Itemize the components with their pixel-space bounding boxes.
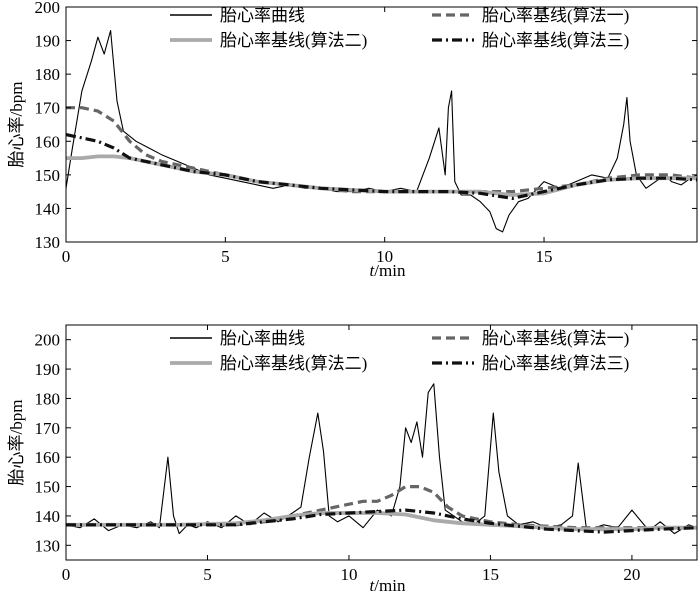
y-tick-label: 140 (35, 199, 61, 218)
plot-frame (65, 6, 698, 243)
x-axis-label: t/min (370, 261, 406, 280)
series-line-fhr (65, 383, 698, 535)
plot-frame (65, 324, 698, 561)
y-tick-label: 160 (35, 132, 61, 151)
y-tick-label: 190 (35, 32, 61, 51)
x-tick-label: 15 (482, 565, 499, 584)
series-line-alg3 (66, 508, 698, 534)
y-tick-label: 180 (35, 65, 61, 84)
y-axis-label: 胎心率/bpm (7, 82, 26, 168)
y-tick-label: 200 (35, 0, 61, 17)
x-tick-label: 0 (62, 247, 71, 266)
series-line-fhr (65, 29, 698, 233)
legend-label-alg1: 胎心率基线(算法一) (482, 6, 629, 25)
y-tick-label: 170 (35, 419, 61, 438)
x-tick-label: 10 (376, 247, 393, 266)
y-axis-label: 胎心率/bpm (7, 400, 26, 486)
series-line-alg1 (66, 485, 697, 530)
x-axis-label: t/min (370, 576, 406, 595)
series-line-alg3 (65, 133, 698, 200)
legend-label-fhr: 胎心率曲线 (220, 329, 305, 348)
x-tick-label: 0 (62, 565, 71, 584)
y-tick-label: 200 (35, 331, 61, 350)
y-tick-label: 170 (35, 99, 61, 118)
y-tick-label: 130 (35, 536, 61, 555)
legend-label-alg3: 胎心率基线(算法三) (482, 31, 629, 50)
y-tick-label: 150 (35, 166, 61, 185)
legend-label-fhr: 胎心率曲线 (220, 6, 305, 25)
series-line-alg2 (66, 511, 697, 532)
y-tick-label: 190 (35, 360, 61, 379)
legend-label-alg2: 胎心率基线(算法二) (220, 31, 367, 50)
y-tick-label: 180 (35, 389, 61, 408)
y-tick-label: 160 (35, 448, 61, 467)
x-tick-label: 10 (340, 565, 357, 584)
y-tick-label: 150 (35, 478, 61, 497)
x-tick-label: 20 (623, 565, 640, 584)
x-tick-label: 5 (203, 565, 212, 584)
y-tick-label: 130 (35, 233, 61, 252)
y-tick-label: 140 (35, 507, 61, 526)
legend-label-alg1: 胎心率基线(算法一) (482, 329, 629, 348)
chart-panel-top: 0 5 10 15 130 140 150 160 170 180 190 200 t/min 胎心率/b… (7, 0, 698, 280)
chart-panel-bottom: 0 5 10 15 20 130 140 150 160 170 180 190 200 t/min 胎心率… (7, 324, 698, 595)
x-tick-label: 15 (536, 247, 553, 266)
legend-label-alg3: 胎心率基线(算法三) (482, 354, 629, 373)
legend-label-alg2: 胎心率基线(算法二) (220, 354, 367, 373)
x-tick-label: 5 (221, 247, 230, 266)
